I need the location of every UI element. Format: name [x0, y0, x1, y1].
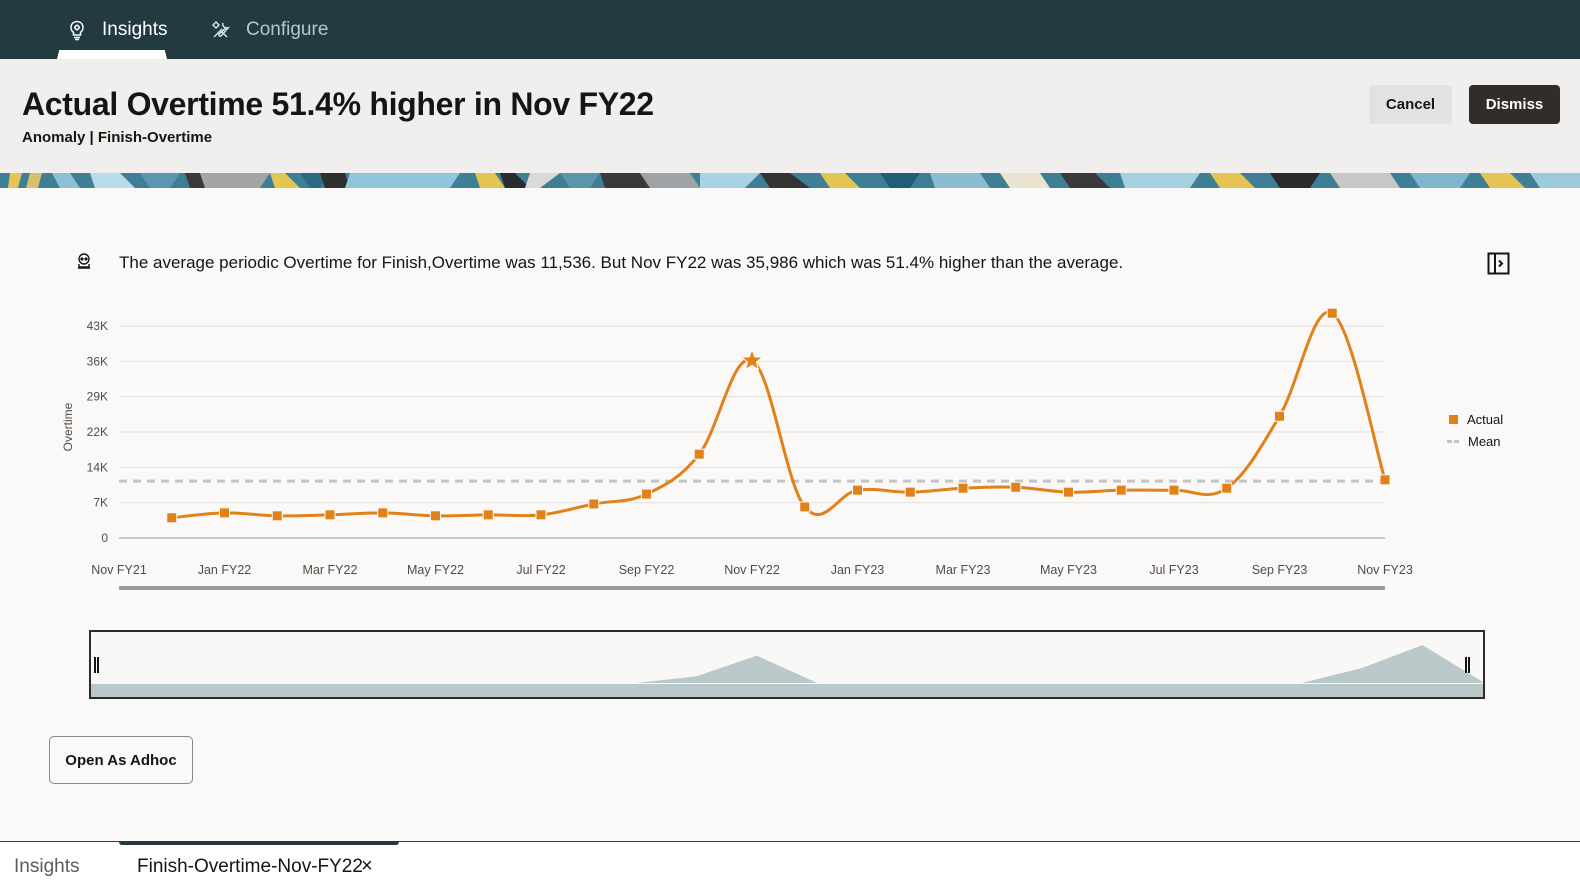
x-tick-label: Jan FY23 [831, 563, 885, 577]
insight-header: Actual Overtime 51.4% higher in Nov FY22… [0, 59, 1580, 173]
cancel-button[interactable]: Cancel [1369, 85, 1452, 124]
tab-insights-label: Insights [102, 18, 168, 40]
close-tab-icon[interactable]: × [361, 855, 373, 877]
active-doc-tab-indicator [119, 841, 399, 845]
data-point-marker[interactable] [324, 509, 336, 521]
data-point-marker[interactable] [430, 510, 441, 522]
legend-mean-label: Mean [1468, 433, 1501, 449]
overview-baseline-band [91, 684, 1483, 697]
data-point-marker[interactable] [377, 507, 389, 519]
page-subtitle: Anomaly | Finish-Overtime [22, 129, 213, 146]
overview-area [91, 645, 1483, 683]
data-point-marker[interactable] [482, 509, 494, 521]
insight-bot-icon [78, 253, 90, 269]
data-point-marker[interactable] [535, 509, 547, 521]
panel-expand-icon[interactable] [1487, 252, 1510, 275]
chart-scrollbar[interactable] [119, 586, 1385, 590]
data-point-marker[interactable] [166, 512, 178, 524]
insight-description: The average periodic Overtime for Finish… [119, 253, 1124, 272]
x-tick-label: May FY23 [1040, 563, 1097, 577]
data-point-marker[interactable] [1010, 481, 1022, 493]
x-tick-label: Sep FY23 [1252, 563, 1308, 577]
legend-item-actual[interactable]: Actual [1447, 408, 1503, 430]
page-title: Actual Overtime 51.4% higher in Nov FY22 [22, 86, 654, 122]
time-range-overview[interactable] [89, 630, 1485, 699]
y-tick-label: 43K [87, 319, 108, 333]
y-tick-label: 7K [93, 496, 108, 510]
anomaly-star-marker-icon[interactable] [740, 348, 764, 371]
range-start-handle[interactable] [94, 657, 99, 673]
data-point-marker[interactable] [271, 510, 283, 522]
y-tick-label: 29K [87, 390, 108, 404]
x-tick-label: Sep FY22 [619, 563, 675, 577]
data-point-marker[interactable] [957, 482, 969, 494]
data-point-marker[interactable] [1115, 484, 1127, 496]
data-point-marker[interactable] [1326, 307, 1338, 319]
y-tick-label: 0 [101, 531, 108, 545]
overtime-line-chart[interactable]: 0 7K 14K 22K 29K 36K 43K Overtime Nov FY21 Jan FY… [0, 290, 1580, 600]
x-tick-label: Nov FY21 [91, 563, 147, 577]
x-tick-label: Nov FY23 [1357, 563, 1413, 577]
data-point-marker[interactable] [641, 488, 652, 500]
actual-square-marker-icon [1449, 414, 1458, 424]
bottom-tab-insights[interactable]: Insights [14, 856, 80, 877]
actual-series-line [171, 310, 1387, 520]
bottom-tab-bar [0, 841, 1580, 896]
x-tick-label: Jul FY22 [516, 563, 565, 577]
x-tick-label: Nov FY22 [724, 563, 780, 577]
y-axis-title: Overtime [61, 402, 75, 451]
x-tick-label: Mar FY23 [936, 563, 991, 577]
y-tick-label: 22K [87, 425, 108, 439]
y-tick-label: 14K [87, 460, 108, 474]
chart-legend: Actual Mean [1447, 408, 1503, 452]
top-nav-bar: Insights Configure [0, 0, 1580, 59]
tools-icon [211, 20, 231, 38]
mean-dashed-line-icon [1447, 439, 1459, 443]
x-tick-label: Jan FY22 [198, 563, 252, 577]
tab-configure-label: Configure [246, 18, 329, 40]
data-point-marker[interactable] [799, 501, 811, 513]
lightbulb-gear-icon [70, 20, 84, 40]
data-point-marker[interactable] [693, 448, 705, 460]
legend-item-mean[interactable]: Mean [1447, 430, 1503, 452]
tab-configure[interactable]: Configure [210, 0, 328, 59]
data-point-marker[interactable] [1221, 482, 1233, 494]
data-point-marker[interactable] [852, 484, 863, 496]
active-tab-indicator [57, 50, 167, 59]
y-tick-label: 36K [87, 354, 108, 368]
data-point-marker[interactable] [219, 507, 230, 519]
range-end-handle[interactable] [1465, 657, 1470, 673]
tab-insights[interactable]: Insights [66, 0, 167, 59]
decorative-banner [0, 173, 1580, 188]
bottom-tab-finish-overtime[interactable]: Finish-Overtime-Nov-FY22 [137, 856, 363, 877]
data-point-marker[interactable] [588, 498, 600, 510]
data-point-marker[interactable] [1063, 486, 1074, 498]
open-as-adhoc-button[interactable]: Open As Adhoc [49, 736, 193, 784]
data-point-marker[interactable] [904, 486, 916, 498]
data-point-marker[interactable] [1274, 410, 1285, 422]
x-tick-label: Jul FY23 [1149, 563, 1198, 577]
dismiss-button[interactable]: Dismiss [1469, 85, 1560, 124]
x-tick-label: May FY22 [407, 563, 464, 577]
data-point-marker[interactable] [1168, 484, 1180, 496]
x-tick-label: Mar FY22 [303, 563, 358, 577]
legend-actual-label: Actual [1467, 411, 1504, 427]
data-point-marker[interactable] [1379, 474, 1391, 486]
